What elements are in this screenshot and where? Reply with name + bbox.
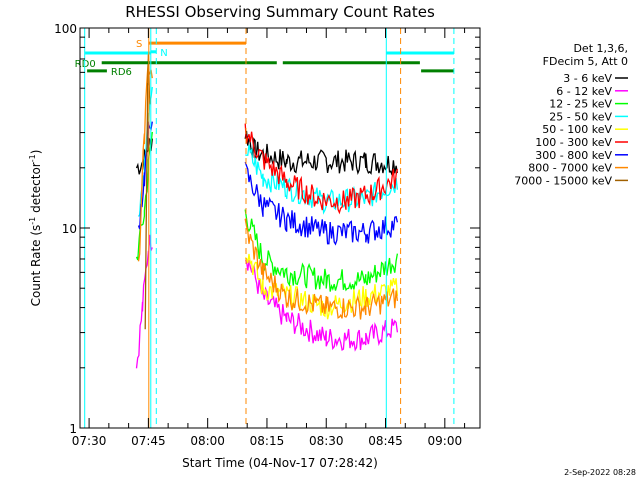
series-line-1 xyxy=(135,130,399,176)
legend-label-9: 7000 - 15000 keV xyxy=(514,174,612,187)
x-tick-label: 08:45 xyxy=(368,434,403,448)
series-line-3 xyxy=(135,131,399,292)
x-tick-label: 07:45 xyxy=(131,434,166,448)
legend-header-detectors: Det 1,3,6, xyxy=(573,42,628,55)
series-line-5 xyxy=(244,253,399,320)
legend-label-3: 12 - 25 keV xyxy=(549,98,612,111)
legend-label-1: 3 - 6 keV xyxy=(563,72,612,85)
x-tick-label: 08:30 xyxy=(309,434,344,448)
flag-label-s: S xyxy=(136,39,142,50)
legend-label-7: 300 - 800 keV xyxy=(535,149,612,162)
data-series-group xyxy=(135,51,399,369)
legend-label-2: 6 - 12 keV xyxy=(556,85,612,98)
y-tick-label: 10 xyxy=(62,222,77,236)
x-tick-label: 08:00 xyxy=(190,434,225,448)
y-axis-label: Count Rate (s-1 detector-1) xyxy=(28,150,43,307)
legend-header-decimation: FDecim 5, Att 0 xyxy=(543,55,628,68)
flag-label-rd6: RD6 xyxy=(111,67,132,78)
x-tick-label: 09:00 xyxy=(428,434,463,448)
legend-label-6: 100 - 300 keV xyxy=(535,136,612,149)
legend-label-8: 800 - 7000 keV xyxy=(528,162,612,175)
footer-date: 2-Sep-2022 08:28 xyxy=(564,468,636,477)
chart-title: RHESSI Observing Summary Count Rates xyxy=(125,3,435,21)
vertical-markers-group xyxy=(84,28,455,428)
legend-label-4: 25 - 50 keV xyxy=(549,110,612,123)
flag-label-n: N xyxy=(160,48,167,59)
legend-label-5: 50 - 100 keV xyxy=(542,123,612,136)
series-line-6 xyxy=(244,123,399,215)
x-axis-label: Start Time (04-Nov-17 07:28:42) xyxy=(182,456,378,470)
x-tick-label: 07:30 xyxy=(72,434,107,448)
y-tick-label: 100 xyxy=(54,22,77,36)
x-tick-label: 08:15 xyxy=(250,434,285,448)
flag-bars-group: SNRD0RD6 xyxy=(75,39,454,78)
y-tick-label: 1 xyxy=(69,422,77,436)
axes-group: 1 10 100 07:30 07:45 08:00 08:15 08:30 08:45 09:0… xyxy=(54,22,480,448)
